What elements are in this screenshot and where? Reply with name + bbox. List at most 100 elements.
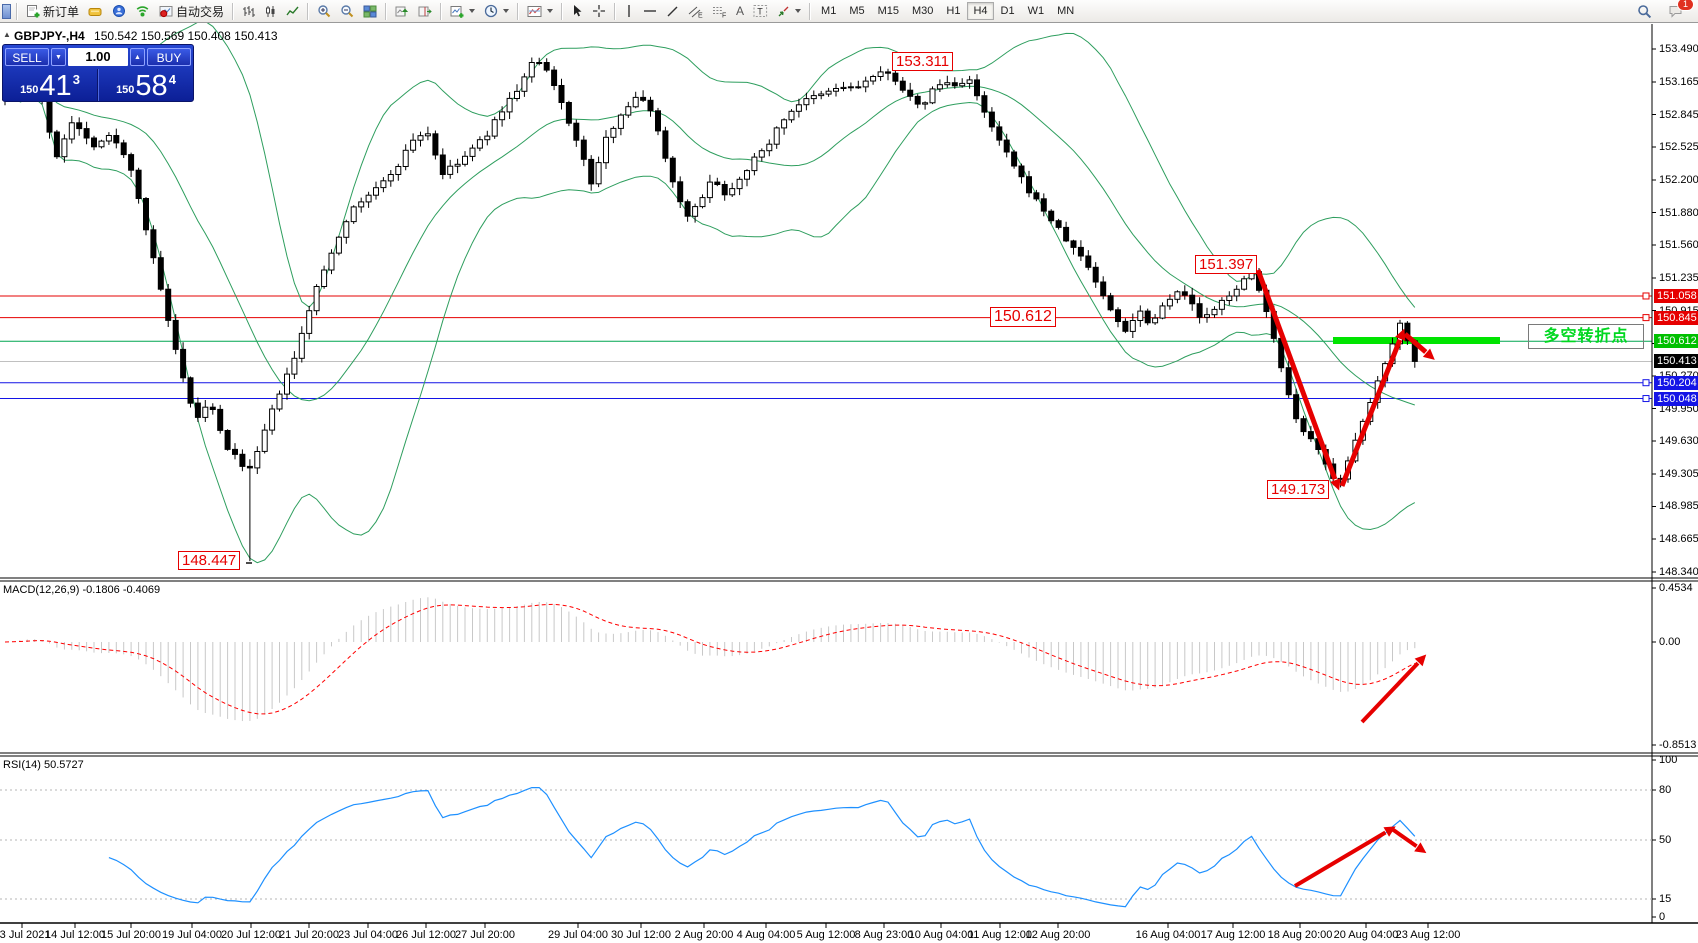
date-axis-label: 19 Jul 04:00	[162, 929, 222, 941]
auto-trading-label: 自动交易	[176, 4, 225, 19]
svg-text:T: T	[757, 7, 763, 17]
candlestick-chart-icon[interactable]	[260, 1, 281, 21]
price-axis-tick: 149.950	[1659, 403, 1698, 415]
horizontal-line-tool[interactable]	[639, 1, 661, 21]
price-axis-tick: 149.305	[1659, 468, 1698, 480]
period-clock-button[interactable]	[480, 1, 513, 21]
ohlc-values: 150.542 150.569 150.408 150.413	[94, 29, 278, 43]
trendline-tool[interactable]	[662, 1, 683, 21]
notification-badge: 1	[1677, 0, 1694, 11]
channel-tool[interactable]: E	[684, 1, 707, 21]
tf-button-H1[interactable]: H1	[940, 2, 966, 20]
tf-button-D1[interactable]: D1	[995, 2, 1021, 20]
chart-shift-icon[interactable]	[414, 1, 436, 21]
cursor-tool[interactable]	[567, 1, 587, 21]
community-icon[interactable]	[108, 1, 130, 21]
volume-down-stepper[interactable]: ▼	[51, 48, 66, 66]
volume-input[interactable]: 1.00	[68, 48, 128, 66]
sell-price-point: 3	[72, 72, 80, 87]
line-chart-icon[interactable]	[282, 1, 303, 21]
date-axis-label: 17 Aug 12:00	[1200, 929, 1266, 941]
auto-trading-icon	[159, 5, 173, 17]
date-axis-label: 4 Aug 04:00	[736, 929, 796, 941]
price-axis-flag: 150.845	[1654, 311, 1698, 325]
date-axis-label: 14 Jul 12:00	[45, 929, 105, 941]
date-axis-label: 16 Aug 04:00	[1135, 929, 1201, 941]
date-axis-label: 10 Aug 04:00	[908, 929, 974, 941]
date-axis-label: 20 Jul 12:00	[221, 929, 281, 941]
zoom-in-icon[interactable]	[313, 1, 335, 21]
price-annotation[interactable]: 151.397	[1195, 255, 1258, 274]
templates-button[interactable]	[523, 1, 557, 21]
auto-trading-button[interactable]: 自动交易	[155, 1, 228, 21]
text-tool[interactable]: A	[732, 1, 748, 21]
price-axis-tick: 153.165	[1659, 76, 1698, 88]
rsi-axis-tick: 80	[1659, 784, 1672, 796]
price-annotation[interactable]: 149.173	[1267, 480, 1330, 499]
dropdown-caret	[547, 9, 554, 13]
tf-button-M1[interactable]: M1	[815, 2, 842, 20]
buy-button[interactable]: BUY	[147, 48, 191, 66]
dropdown-caret	[469, 9, 476, 13]
new-order-icon	[27, 4, 40, 17]
date-axis-label: 5 Aug 12:00	[796, 929, 856, 941]
turning-point-annotation[interactable]: 多空转折点	[1528, 324, 1644, 349]
date-axis-label: 13 Jul 2021	[0, 929, 51, 941]
rsi-axis-tick: 15	[1659, 893, 1672, 905]
one-click-collapse-icon[interactable]: ▲	[3, 30, 11, 39]
zoom-out-icon[interactable]	[336, 1, 358, 21]
price-annotation[interactable]: 150.612	[990, 307, 1056, 327]
date-axis-label: 27 Jul 20:00	[455, 929, 515, 941]
volume-up-stepper[interactable]: ▲	[130, 48, 145, 66]
macd-axis-tick: 0.00	[1659, 636, 1681, 648]
price-axis-tick: 148.665	[1659, 533, 1698, 545]
date-axis-label: 18 Aug 20:00	[1267, 929, 1333, 941]
bar-chart-icon[interactable]	[238, 1, 259, 21]
date-axis-label: 23 Jul 04:00	[338, 929, 398, 941]
tf-button-M15[interactable]: M15	[872, 2, 905, 20]
new-chart-button[interactable]	[446, 1, 479, 21]
search-icon[interactable]	[1633, 1, 1656, 21]
price-axis-tick: 152.845	[1659, 109, 1698, 121]
dropdown-caret	[795, 9, 802, 13]
tf-button-M30[interactable]: M30	[906, 2, 939, 20]
arrows-tool[interactable]	[773, 1, 805, 21]
history-center-icon[interactable]	[84, 1, 107, 21]
clipped-window-icon	[2, 3, 11, 19]
sell-button[interactable]: SELL	[5, 48, 49, 66]
auto-scroll-icon[interactable]	[391, 1, 413, 21]
fibonacci-tool[interactable]: F	[708, 1, 731, 21]
rsi-axis-tick: 0	[1659, 911, 1666, 923]
tf-button-H4[interactable]: H4	[967, 2, 994, 20]
tf-button-W1[interactable]: W1	[1022, 2, 1051, 20]
label-tool[interactable]: T	[749, 1, 772, 21]
date-axis-label: 20 Aug 04:00	[1333, 929, 1399, 941]
tf-button-M5[interactable]: M5	[843, 2, 870, 20]
symbol-period: GBPJPY-,H4	[14, 29, 85, 43]
main-toolbar: 新订单 自动交易 E F A T M1 M5 M15 M30 H1 H4 D1 W1 MN	[0, 0, 1698, 23]
date-axis-label: 12 Aug 20:00	[1025, 929, 1091, 941]
date-axis-label: 15 Jul 20:00	[101, 929, 161, 941]
price-axis-flag: 150.413	[1654, 354, 1698, 368]
chart-title: GBPJPY-,H4 150.542 150.569 150.408 150.4…	[14, 29, 278, 43]
date-axis-label: 8 Aug 23:00	[854, 929, 914, 941]
text-tool-glyph: A	[736, 4, 745, 18]
macd-label: MACD(12,26,9) -0.1806 -0.4069	[3, 584, 161, 596]
buy-price-point: 4	[168, 72, 176, 87]
svg-text:E: E	[698, 12, 703, 18]
date-axis-label: 26 Jul 12:00	[396, 929, 456, 941]
crosshair-tool[interactable]	[588, 1, 610, 21]
new-order-button[interactable]: 新订单	[22, 1, 83, 21]
sell-price-pips: 41	[39, 70, 72, 102]
date-axis-label: 11 Aug 12:00	[967, 929, 1033, 941]
buy-price[interactable]: 150 58 4	[98, 69, 193, 101]
notifications-icon[interactable]: 1	[1664, 0, 1694, 21]
vertical-line-tool[interactable]	[620, 1, 638, 21]
price-annotation[interactable]: 153.311	[892, 52, 954, 71]
signals-icon[interactable]	[131, 1, 154, 21]
tf-button-MN[interactable]: MN	[1051, 2, 1080, 20]
price-annotation[interactable]: 148.447	[178, 551, 241, 570]
tile-windows-icon[interactable]	[359, 1, 381, 21]
sell-price[interactable]: 150 41 3	[3, 69, 98, 101]
